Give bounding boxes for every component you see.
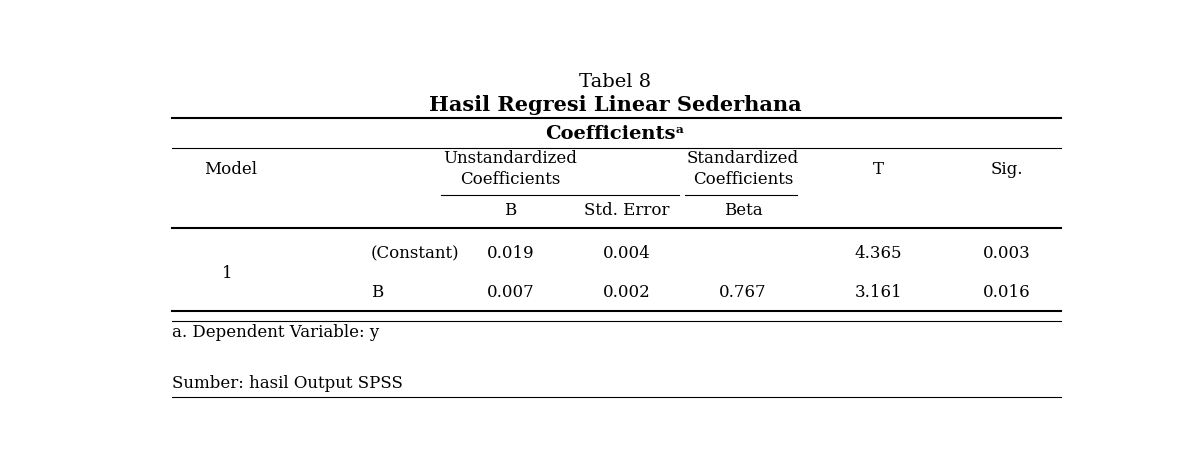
- Text: 4.365: 4.365: [855, 245, 902, 262]
- Text: Coefficientsᵃ: Coefficientsᵃ: [545, 124, 685, 142]
- Text: a. Dependent Variable: y: a. Dependent Variable: y: [172, 323, 380, 340]
- Text: T: T: [873, 160, 884, 177]
- Text: Std. Error: Std. Error: [584, 202, 669, 219]
- Text: Hasil Regresi Linear Sederhana: Hasil Regresi Linear Sederhana: [429, 95, 801, 115]
- Text: B: B: [504, 202, 516, 219]
- Text: 0.007: 0.007: [486, 283, 534, 300]
- Text: 0.003: 0.003: [982, 245, 1030, 262]
- Text: Beta: Beta: [724, 202, 763, 219]
- Text: 0.016: 0.016: [982, 283, 1030, 300]
- Text: (Constant): (Constant): [371, 245, 460, 262]
- Text: 0.767: 0.767: [719, 283, 766, 300]
- Text: 0.004: 0.004: [603, 245, 651, 262]
- Text: 3.161: 3.161: [855, 283, 902, 300]
- Text: 1: 1: [222, 264, 233, 281]
- Text: Standardized
Coefficients: Standardized Coefficients: [687, 150, 799, 188]
- Text: Unstandardized
Coefficients: Unstandardized Coefficients: [443, 150, 578, 188]
- Text: Model: Model: [204, 160, 257, 177]
- Text: 0.002: 0.002: [603, 283, 651, 300]
- Text: Tabel 8: Tabel 8: [579, 73, 651, 91]
- Text: 0.019: 0.019: [486, 245, 534, 262]
- Text: Sig.: Sig.: [991, 160, 1023, 177]
- Text: B: B: [371, 283, 383, 300]
- Text: Sumber: hasil Output SPSS: Sumber: hasil Output SPSS: [172, 375, 402, 392]
